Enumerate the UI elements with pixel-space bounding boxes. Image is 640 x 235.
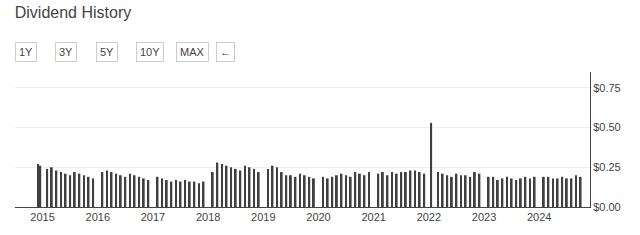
svg-text:$0.25: $0.25 [593,161,621,173]
svg-text:2020: 2020 [306,211,330,223]
svg-text:10Y: 10Y [140,46,160,58]
svg-text:2018: 2018 [196,211,220,223]
svg-text:Dividend History: Dividend History [15,4,131,21]
svg-text:2017: 2017 [141,211,165,223]
svg-text:2023: 2023 [472,211,496,223]
svg-text:5Y: 5Y [100,46,114,58]
svg-text:$0.00: $0.00 [593,201,621,213]
svg-text:2024: 2024 [527,211,551,223]
svg-text:2019: 2019 [251,211,275,223]
svg-text:$0.50: $0.50 [593,121,621,133]
svg-text:$0.75: $0.75 [593,82,621,94]
svg-text:MAX: MAX [180,46,205,58]
svg-text:3Y: 3Y [59,46,73,58]
svg-text:2015: 2015 [30,211,54,223]
svg-text:2022: 2022 [417,211,441,223]
svg-text:1Y: 1Y [19,46,33,58]
svg-text:2016: 2016 [86,211,110,223]
svg-text:2021: 2021 [361,211,385,223]
svg-text:←: ← [220,46,231,58]
